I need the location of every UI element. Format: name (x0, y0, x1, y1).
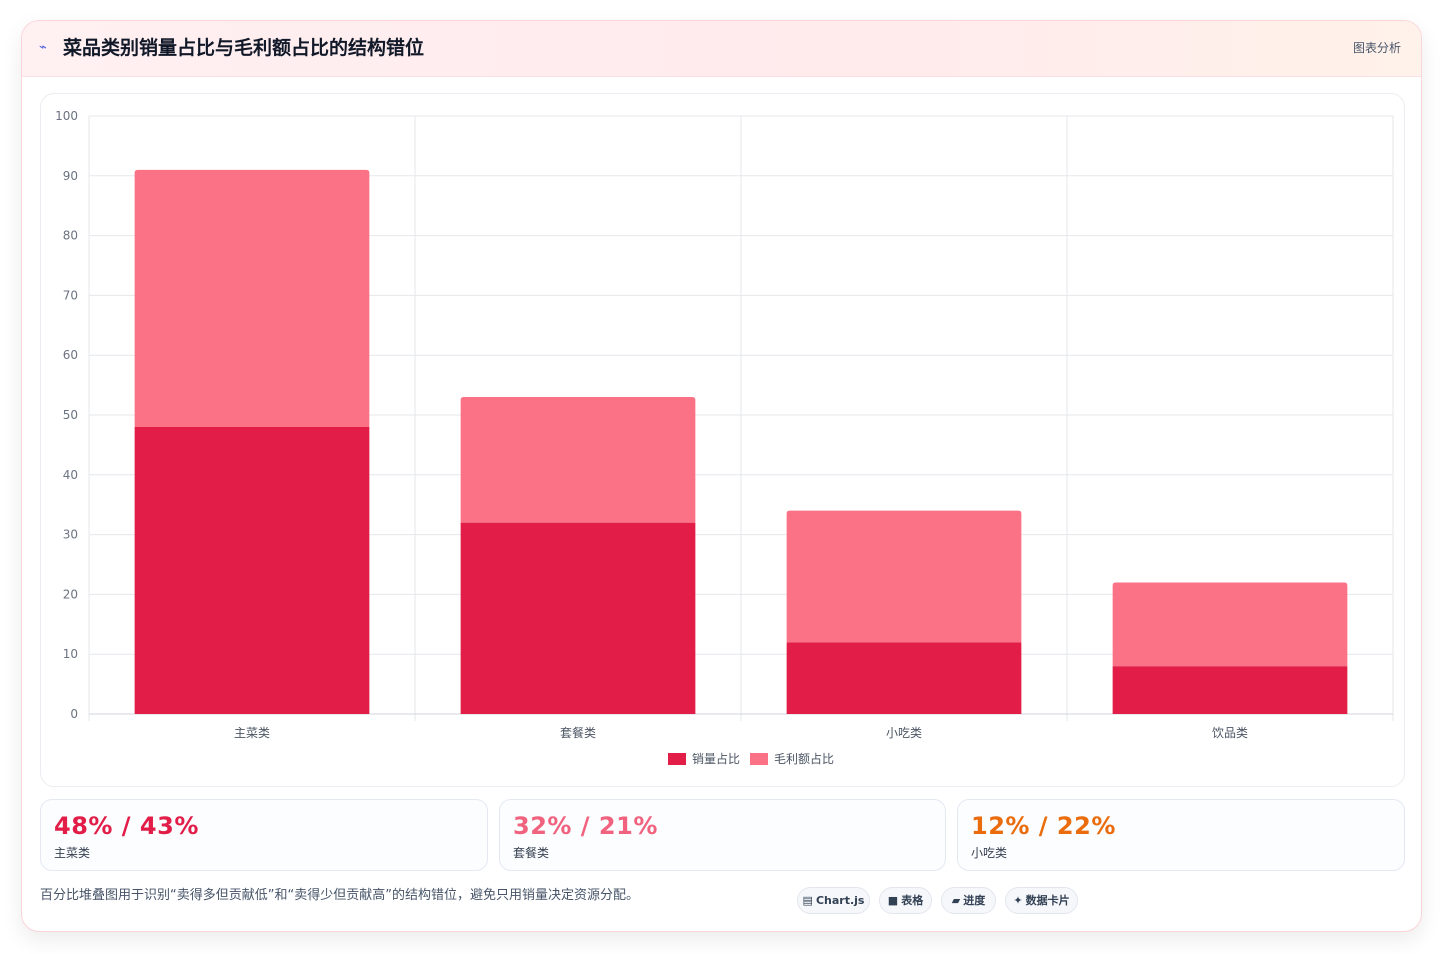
x-tick-label: 套餐类 (560, 725, 596, 740)
y-tick-label: 80 (63, 229, 78, 243)
y-tick-label: 20 (63, 587, 78, 601)
square-icon: ■ (887, 894, 899, 907)
stat-value: 48% / 43% (54, 812, 199, 840)
stat-label: 主菜类 (54, 846, 91, 860)
tag-label: 表格 (901, 894, 924, 907)
progress-icon: ▰ (951, 894, 961, 907)
y-tick-label: 30 (63, 528, 78, 542)
y-tick-label: 10 (63, 647, 78, 661)
bar-1 (134, 426, 370, 714)
table-icon: ▤ (802, 894, 813, 907)
bar-2 (786, 510, 1022, 643)
stat-card-set: 32% / 21% 套餐类 (499, 799, 946, 871)
legend-swatch (668, 753, 686, 765)
tag-chartjs[interactable]: ▤ Chart.js (797, 887, 870, 914)
page-title: 菜品类别销量占比与毛利额占比的结构错位 (63, 37, 425, 59)
x-tick-label: 小吃类 (886, 726, 922, 740)
x-tick-label: 主菜类 (234, 726, 270, 740)
y-tick-label: 0 (70, 707, 78, 721)
tag-label: 数据卡片 (1025, 894, 1070, 907)
y-tick-label: 70 (63, 288, 78, 302)
footnote: 百分比堆叠图用于识别“卖得多但贡献低”和“卖得少但贡献高”的结构错位，避免只用销… (40, 888, 639, 903)
stat-value: 12% / 22% (971, 812, 1116, 840)
stat-value: 32% / 21% (513, 812, 658, 840)
y-tick-label: 90 (63, 169, 78, 183)
stat-label: 套餐类 (513, 846, 550, 860)
bar-2 (460, 397, 696, 523)
bar-1 (1112, 666, 1348, 714)
tag-label: 进度 (963, 894, 986, 907)
y-tick-label: 60 (63, 348, 78, 362)
chart-line-icon: ⌁ (39, 40, 47, 55)
tag-table[interactable]: ■ 表格 (879, 887, 932, 914)
card-header: ⌁ 菜品类别销量占比与毛利额占比的结构错位 图表分析 (22, 21, 1421, 77)
y-tick-label: 50 (63, 408, 78, 422)
chart-analysis-label: 图表分析 (1352, 41, 1401, 55)
sparkle-icon: ✦ (1013, 894, 1023, 907)
tag-data-card[interactable]: ✦ 数据卡片 (1005, 887, 1078, 914)
stat-card-snack: 12% / 22% 小吃类 (957, 799, 1405, 871)
stat-card-main: 48% / 43% 主菜类 (40, 799, 488, 871)
stat-label: 小吃类 (971, 846, 1008, 860)
legend-swatch (750, 753, 768, 765)
bar-2 (134, 169, 370, 427)
legend-label: 毛利额占比 (774, 751, 834, 766)
legend-label: 销量占比 (692, 751, 740, 766)
y-tick-label: 40 (63, 468, 78, 482)
tag-progress[interactable]: ▰ 进度 (941, 887, 996, 914)
bar-2 (1112, 582, 1348, 667)
x-tick-label: 饮品类 (1212, 726, 1248, 740)
bar-1 (460, 522, 696, 714)
bar-1 (786, 642, 1022, 714)
chart-card: ⌁ 菜品类别销量占比与毛利额占比的结构错位 图表分析 0 10 20 30 40 50 60… (21, 20, 1422, 932)
chart-panel: 0 10 20 30 40 50 60 70 80 90 100 主菜类 套餐类 小吃类 饮品类销量占比 毛利… (40, 93, 1405, 787)
y-tick-label: 100 (55, 109, 78, 123)
tag-label: Chart.js (815, 894, 865, 907)
